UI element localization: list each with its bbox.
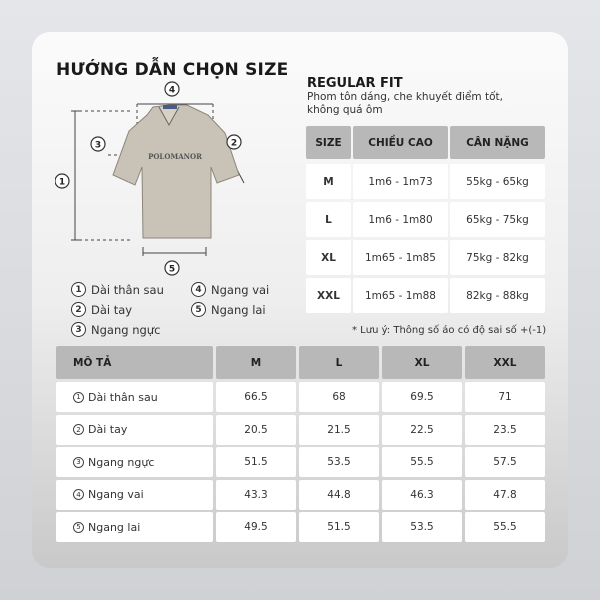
measure-cell: 71	[465, 382, 545, 412]
measure-row-label: 5 Ngang lai	[56, 512, 213, 543]
size-cell: 82kg - 88kg	[450, 278, 545, 313]
measure-header: M	[216, 346, 296, 379]
measure-cell: 46.3	[382, 479, 462, 510]
number-badge: 3	[73, 456, 84, 468]
legend-item-2: 2 Dài tay	[71, 302, 132, 317]
legend-item-3: 3 Ngang ngực	[71, 322, 160, 337]
marker-1: 1	[59, 178, 65, 188]
size-cell: L	[306, 202, 351, 237]
size-cell: 1m65 - 1m88	[353, 278, 448, 313]
legend-item-5: 5 Ngang lai	[191, 302, 266, 317]
measure-cell: 53.5	[382, 512, 462, 543]
size-header: CÂN NẶNG	[450, 126, 545, 159]
size-cell: 1m6 - 1m80	[353, 202, 448, 237]
legend-item-4: 4 Ngang vai	[191, 282, 269, 297]
measure-row-label: 3 Ngang ngực	[56, 447, 213, 478]
measure-cell: 23.5	[465, 414, 545, 445]
measure-label: Dài thân sau	[88, 390, 158, 404]
number-badge: 5	[73, 521, 84, 533]
measure-header: L	[299, 346, 379, 379]
measure-header: XXL	[465, 346, 545, 379]
measure-cell: 49.5	[216, 512, 296, 543]
measure-cell: 47.8	[465, 479, 545, 510]
measure-label: Ngang vai	[88, 488, 144, 502]
measure-header: XL	[382, 346, 462, 379]
measure-cell: 55.5	[382, 447, 462, 478]
measure-cell: 51.5	[216, 447, 296, 478]
measure-cell: 66.5	[216, 382, 296, 412]
size-cell: 65kg - 75kg	[450, 202, 545, 237]
measure-cell: 57.5	[465, 447, 545, 478]
page-title: HƯỚNG DẪN CHỌN SIZE	[56, 60, 289, 80]
measure-cell: 22.5	[382, 414, 462, 445]
marker-3: 3	[95, 141, 101, 151]
number-badge: 1	[73, 391, 84, 403]
size-cell: M	[306, 164, 351, 199]
measure-row-label: 4 Ngang vai	[56, 479, 213, 510]
shirt-diagram: POLOMANOR 4 1 3 2 5	[55, 81, 245, 276]
size-header: SIZE	[306, 126, 351, 159]
size-cell: XL	[306, 240, 351, 275]
measure-cell: 43.3	[216, 479, 296, 510]
marker-4: 4	[169, 86, 175, 96]
measure-cell: 51.5	[299, 512, 379, 543]
measure-label: Ngang ngực	[88, 455, 155, 469]
marker-5: 5	[169, 265, 175, 275]
measure-cell: 69.5	[382, 382, 462, 412]
legend-item-1: 1 Dài thân sau	[71, 282, 164, 297]
fit-description: Phom tôn dáng, che khuyết điểm tốt, khôn…	[307, 91, 503, 116]
measure-cell: 55.5	[465, 512, 545, 543]
number-badge: 2	[73, 424, 84, 436]
measure-label: Dài tay	[88, 423, 128, 437]
measure-cell: 53.5	[299, 447, 379, 478]
fit-name: REGULAR FIT	[307, 76, 403, 91]
size-cell: 1m6 - 1m73	[353, 164, 448, 199]
size-cell: 55kg - 65kg	[450, 164, 545, 199]
measure-cell: 20.5	[216, 414, 296, 445]
measure-cell: 21.5	[299, 414, 379, 445]
marker-2: 2	[231, 139, 237, 149]
measure-row-label: 1 Dài thân sau	[56, 382, 213, 412]
measure-row-label: 2 Dài tay	[56, 414, 213, 445]
measure-label: Ngang lai	[88, 520, 141, 534]
size-cell: 1m65 - 1m85	[353, 240, 448, 275]
size-cell: XXL	[306, 278, 351, 313]
measure-header: MÔ TẢ	[56, 346, 213, 379]
size-header: CHIỀU CAO	[353, 126, 448, 159]
shirt-brand-logo: POLOMANOR	[148, 152, 202, 161]
number-badge: 4	[73, 489, 84, 501]
tolerance-note: * Lưu ý: Thông số áo có độ sai số +(-1)	[352, 325, 547, 336]
measure-cell: 44.8	[299, 479, 379, 510]
measure-cell: 68	[299, 382, 379, 412]
size-cell: 75kg - 82kg	[450, 240, 545, 275]
